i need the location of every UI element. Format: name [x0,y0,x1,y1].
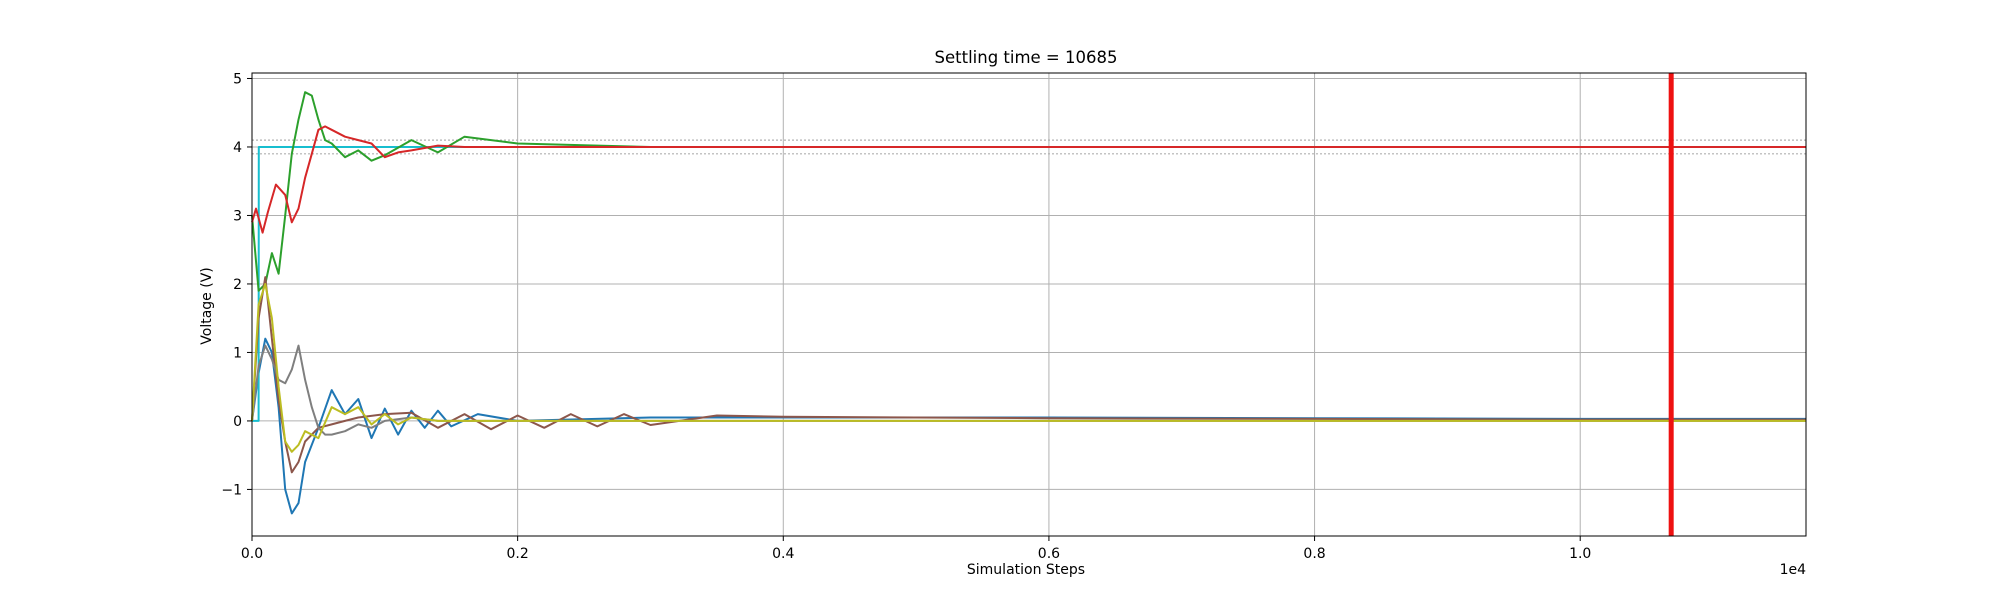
y-tick-label: 4 [233,140,242,156]
y-tick-label: 1 [233,345,242,361]
x-tick-label: 0.0 [241,546,263,562]
plot-frame [251,72,1807,537]
series-lines [251,91,1806,515]
x-tick-label: 0.8 [1303,546,1325,562]
series-line-5 [251,276,1806,474]
y-tick-label: 0 [233,414,242,430]
x-tick-label: 0.6 [1038,546,1060,562]
x-axis-title: Simulation Steps [967,562,1085,578]
x-tick-label: 0.2 [507,546,529,562]
y-tick-label: 5 [233,71,242,87]
y-axis-title: Voltage (V) [199,267,215,344]
x-tick-label: 1.0 [1569,546,1591,562]
series-line-4 [251,125,1806,234]
y-tick-label: −1 [221,482,242,498]
x-tick-label: 0.4 [772,546,794,562]
chart-title: Settling time = 10685 [935,48,1118,67]
y-tick-label: 2 [233,277,242,293]
axis-ticks: 0.0 0.2 0.4 0.6 0.8 1.0 −1 0 1 2 3 4 5 [221,71,1591,562]
y-tick-label: 3 [233,208,242,224]
grid-lines [251,73,1806,536]
series-line-3 [251,91,1806,292]
reference-lines [252,139,1806,155]
x-axis-multiplier: 1e4 [1780,562,1807,578]
series-line-7 [251,283,1806,453]
